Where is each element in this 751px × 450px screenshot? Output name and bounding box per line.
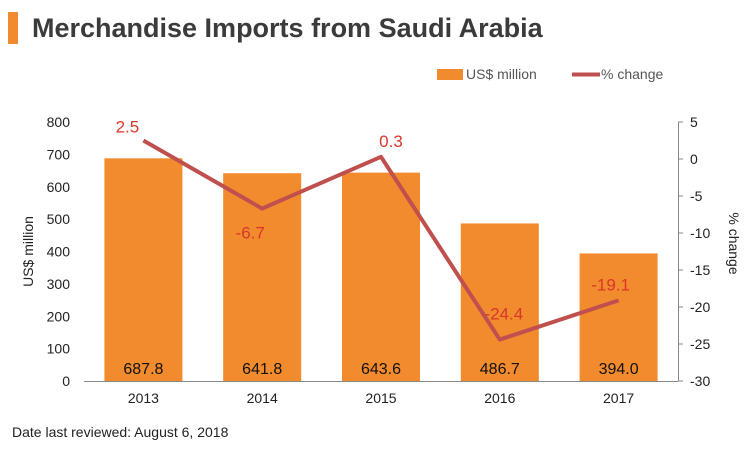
bar-value-label-2016: 486.7 bbox=[480, 361, 520, 378]
y2-tick-label--10: -10 bbox=[690, 225, 710, 241]
legend-swatch-bars bbox=[437, 69, 463, 80]
x-tick-label-2015: 2015 bbox=[365, 390, 396, 406]
y2-tick-label--15: -15 bbox=[690, 262, 710, 278]
y2-tick-label--5: -5 bbox=[690, 188, 703, 204]
y2-tick-label--25: -25 bbox=[690, 336, 710, 352]
page-title: Merchandise Imports from Saudi Arabia bbox=[32, 13, 543, 43]
bar-value-label-2015: 643.6 bbox=[361, 361, 401, 378]
bar-2017 bbox=[579, 253, 658, 381]
y-tick-label-600: 600 bbox=[47, 179, 71, 195]
line-value-label-2015: 0.3 bbox=[379, 132, 403, 151]
x-tick-label-2017: 2017 bbox=[603, 390, 634, 406]
bar-2015 bbox=[342, 172, 420, 381]
line-series-percent-change bbox=[142, 138, 620, 342]
y2-tick-label-5: 5 bbox=[690, 114, 698, 130]
x-tick-label-2016: 2016 bbox=[484, 390, 515, 406]
bar-2016 bbox=[460, 223, 539, 381]
title-accent-bar bbox=[8, 12, 18, 44]
bar-value-label-2014: 641.8 bbox=[242, 361, 282, 378]
legend-label-bars: US$ million bbox=[466, 66, 537, 82]
line-value-label-2013: 2.5 bbox=[116, 118, 140, 137]
y2-axis-title: % change bbox=[726, 212, 742, 274]
y-tick-label-0: 0 bbox=[62, 373, 70, 389]
bar-value-label-2013: 687.8 bbox=[123, 361, 163, 378]
y-tick-label-300: 300 bbox=[47, 276, 71, 292]
y2-tick-label--20: -20 bbox=[690, 299, 710, 315]
y-tick-label-200: 200 bbox=[47, 308, 71, 324]
bar-2014 bbox=[223, 173, 302, 381]
bar-value-label-2017: 394.0 bbox=[599, 361, 639, 378]
y-tick-label-100: 100 bbox=[47, 341, 71, 357]
y2-tick-label--30: -30 bbox=[690, 373, 710, 389]
y-tick-label-400: 400 bbox=[47, 244, 71, 260]
y-axis-title: US$ million bbox=[20, 216, 36, 287]
x-tick-label-2013: 2013 bbox=[128, 390, 159, 406]
bar-2013 bbox=[104, 158, 183, 381]
date-reviewed-note: Date last reviewed: August 6, 2018 bbox=[12, 424, 229, 440]
line-value-label-2016: -24.4 bbox=[484, 305, 523, 324]
x-tick-label-2014: 2014 bbox=[247, 390, 278, 406]
legend-label-line: % change bbox=[601, 66, 663, 82]
y2-tick-label-0: 0 bbox=[690, 151, 698, 167]
y-tick-label-700: 700 bbox=[47, 146, 71, 162]
y-tick-label-500: 500 bbox=[47, 211, 71, 227]
line-value-label-2017: -19.1 bbox=[591, 275, 630, 294]
y-tick-label-800: 800 bbox=[47, 114, 71, 130]
line-value-label-2014: -6.7 bbox=[236, 224, 265, 243]
